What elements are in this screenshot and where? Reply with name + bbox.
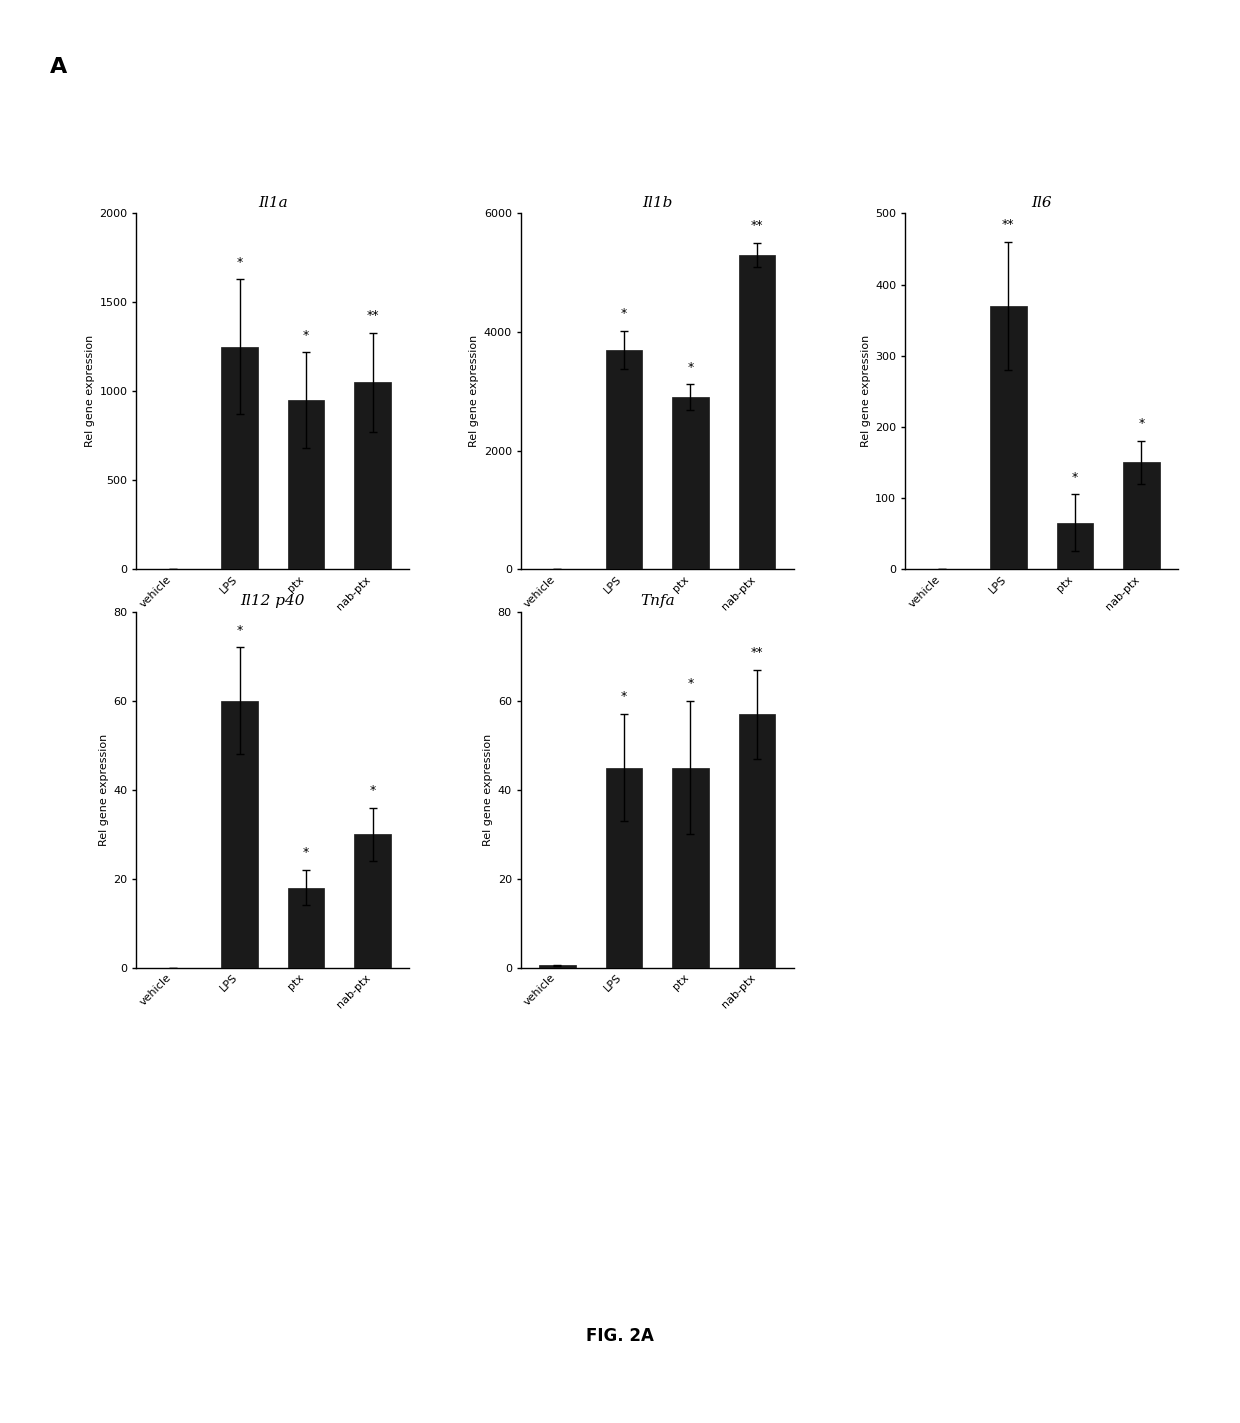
Bar <box>288 888 325 968</box>
Text: **: ** <box>750 219 764 232</box>
Text: *: * <box>303 847 309 859</box>
Bar <box>672 767 709 968</box>
Bar <box>539 965 575 968</box>
Bar <box>221 347 258 569</box>
Bar <box>355 834 391 968</box>
Text: *: * <box>1138 417 1145 430</box>
Text: *: * <box>303 329 309 342</box>
Bar <box>990 306 1027 569</box>
Text: **: ** <box>366 309 379 322</box>
Text: *: * <box>621 307 627 320</box>
Bar <box>221 700 258 968</box>
Text: *: * <box>1071 471 1078 484</box>
Y-axis label: Rel gene expression: Rel gene expression <box>470 336 480 447</box>
Text: *: * <box>370 784 376 797</box>
Text: **: ** <box>1002 218 1014 231</box>
Text: *: * <box>237 256 243 269</box>
Title: Il12 p40: Il12 p40 <box>241 593 305 608</box>
Bar <box>1056 524 1094 569</box>
Bar <box>672 397 709 569</box>
Text: *: * <box>237 623 243 636</box>
Bar <box>355 383 391 569</box>
Title: Tnfa: Tnfa <box>640 593 675 608</box>
Bar <box>739 255 775 569</box>
Text: A: A <box>50 57 67 77</box>
Text: *: * <box>621 690 627 703</box>
Title: Il1b: Il1b <box>642 195 672 209</box>
Bar <box>605 350 642 569</box>
Title: Il6: Il6 <box>1032 195 1052 209</box>
Bar <box>605 767 642 968</box>
Y-axis label: Rel gene expression: Rel gene expression <box>99 734 109 845</box>
Text: *: * <box>687 677 693 690</box>
Bar <box>739 714 775 968</box>
Y-axis label: Rel gene expression: Rel gene expression <box>861 336 870 447</box>
Text: *: * <box>687 360 693 374</box>
Y-axis label: Rel gene expression: Rel gene expression <box>86 336 95 447</box>
Text: FIG. 2A: FIG. 2A <box>587 1326 653 1345</box>
Y-axis label: Rel gene expression: Rel gene expression <box>484 734 494 845</box>
Bar <box>288 400 325 569</box>
Text: **: ** <box>750 646 764 659</box>
Title: Il1a: Il1a <box>258 195 288 209</box>
Bar <box>1123 462 1159 569</box>
